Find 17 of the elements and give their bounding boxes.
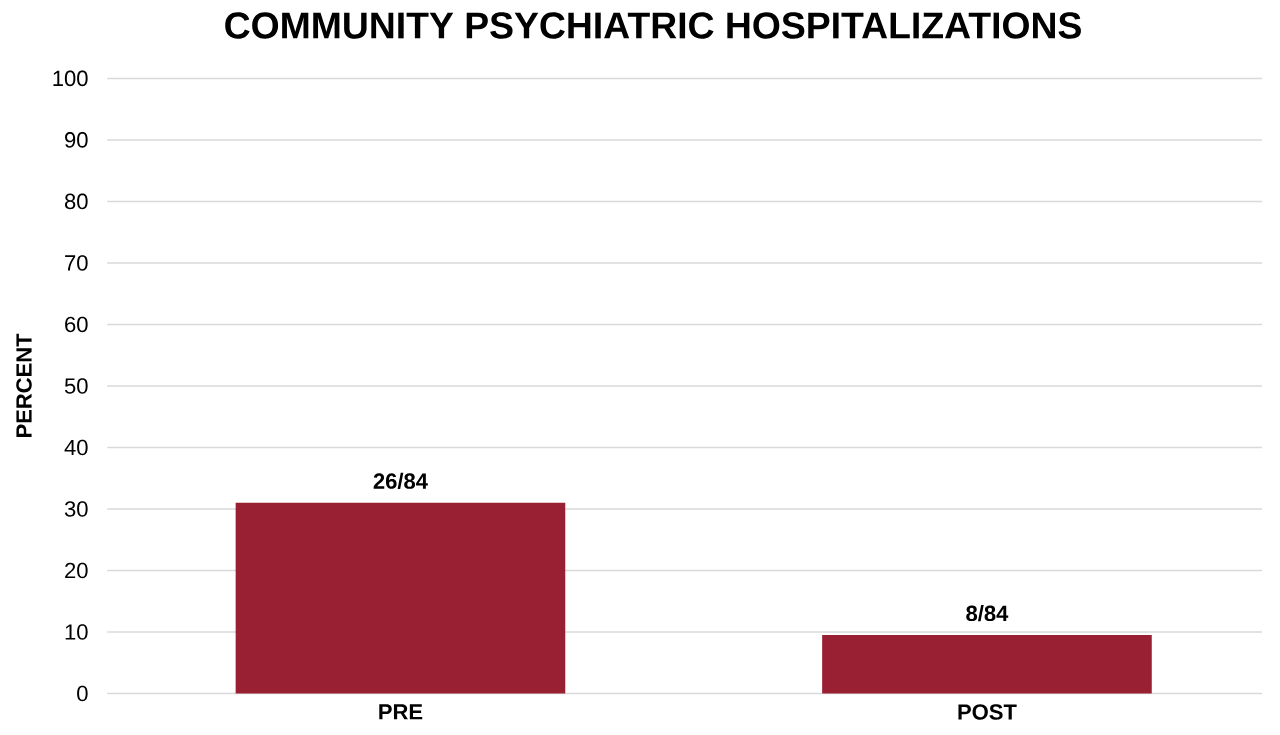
y-tick-label: 70 <box>65 255 88 271</box>
y-axis-title: PERCENT <box>16 333 32 438</box>
y-tick-label: 50 <box>64 378 88 394</box>
y-tick-label: 10 <box>65 624 88 640</box>
x-tick-label: PRE <box>379 704 423 720</box>
y-tick-label: 100 <box>53 70 88 87</box>
y-tick-label: 90 <box>65 132 88 148</box>
y-tick-label: 60 <box>65 316 88 333</box>
y-tick-label: 40 <box>64 439 88 456</box>
y-tick-label: 80 <box>64 193 88 210</box>
x-tick-label: POST <box>958 704 1017 720</box>
y-tick-label: 20 <box>65 562 88 579</box>
y-tick-label: 0 <box>77 685 88 702</box>
y-tick-label: 30 <box>64 501 88 517</box>
data-label: 8/84 <box>966 604 1009 622</box>
data-label: 26/84 <box>373 472 428 490</box>
chart-title: COMMUNITY PSYCHIATRIC HOSPITALIZATIONS <box>225 12 1081 39</box>
